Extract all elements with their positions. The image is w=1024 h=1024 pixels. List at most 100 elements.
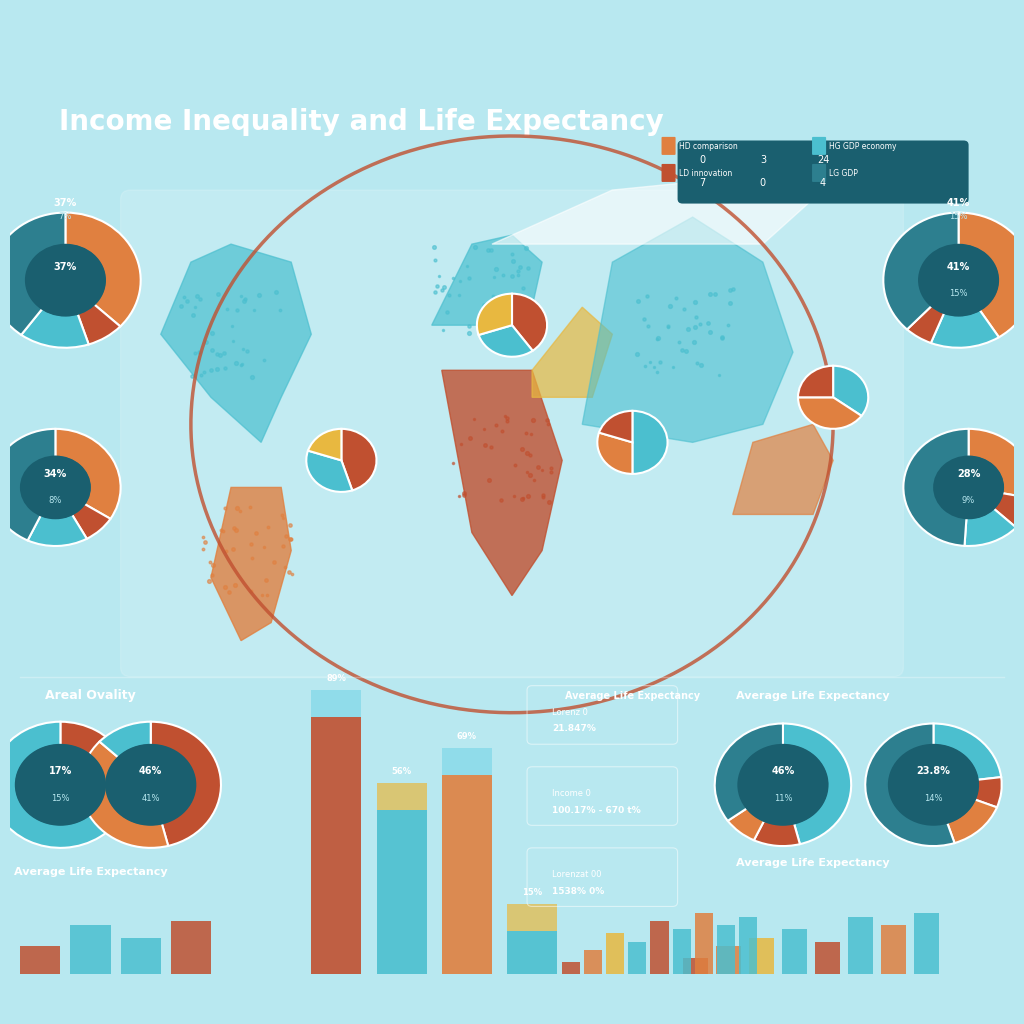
Point [485, 269, 502, 286]
Point [196, 365, 212, 381]
FancyBboxPatch shape [441, 775, 492, 974]
Wedge shape [15, 744, 101, 825]
Text: 46%: 46% [139, 766, 163, 776]
Text: 41%: 41% [947, 199, 970, 208]
FancyBboxPatch shape [848, 918, 873, 974]
Text: 0: 0 [699, 155, 706, 165]
Point [521, 446, 538, 463]
Text: 46%: 46% [771, 766, 795, 776]
Text: 56%: 56% [391, 767, 412, 775]
Point [173, 298, 189, 314]
Point [283, 530, 299, 547]
FancyBboxPatch shape [562, 962, 581, 974]
Point [535, 487, 551, 504]
Polygon shape [441, 371, 562, 596]
Wedge shape [40, 487, 73, 519]
Wedge shape [105, 757, 162, 825]
Point [523, 426, 540, 442]
Point [529, 459, 546, 475]
Wedge shape [783, 744, 828, 824]
Point [209, 360, 225, 377]
Point [248, 525, 264, 542]
Point [481, 471, 498, 487]
Wedge shape [934, 724, 1001, 784]
Point [232, 288, 249, 304]
Wedge shape [0, 429, 55, 541]
Wedge shape [99, 722, 151, 784]
Wedge shape [969, 429, 1024, 499]
Circle shape [14, 743, 106, 825]
Point [639, 288, 655, 304]
Point [645, 358, 662, 375]
FancyBboxPatch shape [507, 904, 557, 931]
Text: 37%: 37% [54, 199, 77, 208]
Point [504, 246, 520, 262]
Point [176, 289, 193, 305]
Text: Income 0: Income 0 [552, 790, 591, 799]
Point [517, 425, 534, 441]
Point [687, 318, 703, 335]
Point [475, 297, 492, 313]
Text: 3: 3 [760, 155, 766, 165]
FancyBboxPatch shape [662, 137, 676, 155]
Circle shape [105, 743, 197, 825]
Point [700, 315, 717, 332]
Point [475, 421, 492, 437]
Point [246, 302, 262, 318]
Point [183, 369, 200, 385]
Point [487, 417, 504, 433]
Text: LD innovation: LD innovation [679, 169, 732, 178]
Polygon shape [211, 487, 291, 641]
Point [244, 550, 260, 566]
Point [456, 486, 472, 503]
Polygon shape [532, 307, 612, 397]
FancyBboxPatch shape [683, 957, 708, 974]
Point [482, 439, 499, 456]
Text: 15%: 15% [949, 289, 968, 298]
Text: 37%: 37% [54, 262, 77, 271]
Wedge shape [55, 456, 90, 505]
Text: Lorenz 0: Lorenz 0 [552, 709, 588, 717]
Point [534, 462, 550, 478]
Point [543, 460, 559, 476]
Point [186, 345, 203, 361]
Point [701, 286, 718, 302]
Polygon shape [161, 244, 311, 442]
Point [507, 457, 523, 473]
Wedge shape [728, 784, 783, 841]
Text: Average Life Expectancy: Average Life Expectancy [736, 691, 890, 701]
Wedge shape [22, 281, 89, 348]
Text: 24: 24 [817, 155, 829, 165]
Wedge shape [934, 456, 969, 519]
Point [188, 288, 205, 304]
Wedge shape [477, 294, 512, 335]
Text: 21.847%: 21.847% [552, 724, 596, 733]
Point [504, 267, 520, 284]
Point [186, 299, 203, 315]
Circle shape [919, 244, 999, 316]
Wedge shape [969, 456, 1004, 494]
Point [427, 284, 443, 300]
Point [273, 507, 290, 523]
Point [672, 334, 688, 350]
FancyBboxPatch shape [749, 938, 774, 974]
Text: 0: 0 [760, 177, 766, 187]
Point [509, 298, 525, 314]
Point [225, 333, 242, 349]
Point [499, 413, 515, 429]
FancyBboxPatch shape [812, 137, 826, 155]
Point [636, 310, 652, 327]
Wedge shape [934, 777, 1001, 807]
FancyBboxPatch shape [650, 922, 669, 974]
Text: 15%: 15% [949, 212, 968, 221]
FancyBboxPatch shape [914, 913, 939, 974]
Point [224, 317, 241, 334]
Wedge shape [884, 213, 958, 330]
Point [260, 519, 276, 536]
Point [494, 493, 510, 509]
Polygon shape [432, 236, 542, 326]
Text: 100.17% - 670 t%: 100.17% - 670 t% [552, 806, 641, 814]
Point [668, 290, 684, 306]
Wedge shape [754, 784, 800, 846]
Circle shape [888, 743, 979, 825]
